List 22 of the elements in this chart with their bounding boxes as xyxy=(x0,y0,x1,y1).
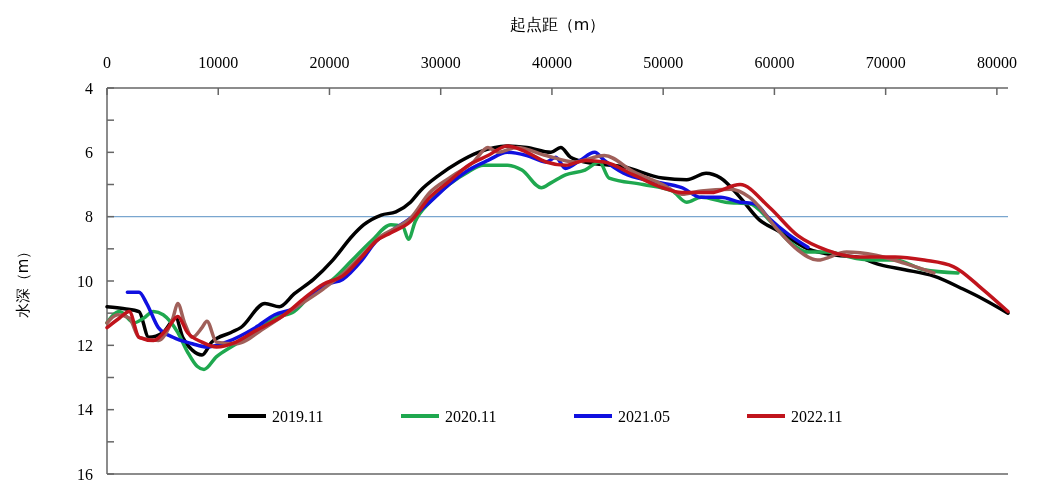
y-tick-label: 4 xyxy=(85,79,93,97)
x-axis-title: 起点距（m） xyxy=(509,15,606,34)
x-tick-label: 20000 xyxy=(309,54,350,71)
y-tick-label: 12 xyxy=(77,336,93,354)
legend-label: 2021.05 xyxy=(618,408,670,425)
y-axis-title: 水深（m） xyxy=(14,243,32,319)
x-tick-label: 50000 xyxy=(643,54,684,71)
x-tick-label: 70000 xyxy=(865,54,906,71)
y-tick-label: 6 xyxy=(85,143,93,161)
x-tick-label: 40000 xyxy=(531,54,572,71)
x-tick-label: 80000 xyxy=(976,54,1017,71)
x-tick-label: 10000 xyxy=(198,54,239,71)
x-tick-label: 60000 xyxy=(754,54,795,71)
legend-label: 2019.11 xyxy=(272,408,324,425)
x-tick-label: 30000 xyxy=(420,54,461,71)
legend-label: 2020.11 xyxy=(445,408,497,425)
y-tick-label: 14 xyxy=(77,401,93,419)
y-tick-label: 8 xyxy=(85,208,93,226)
legend-label: 2022.11 xyxy=(791,408,843,425)
y-tick-label: 16 xyxy=(77,465,93,483)
x-tick-label: 0 xyxy=(103,54,111,71)
y-tick-label: 10 xyxy=(77,272,93,290)
